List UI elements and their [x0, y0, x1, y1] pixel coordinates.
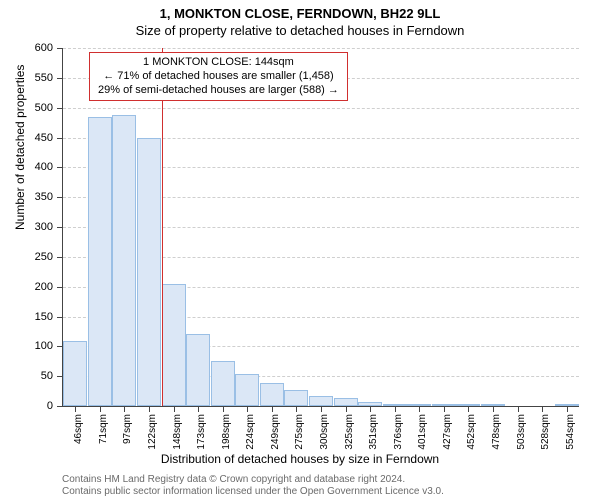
x-tick: [346, 406, 347, 412]
x-tick: [567, 406, 568, 412]
histogram-bar: [235, 374, 259, 406]
y-tick-label: 350: [35, 191, 63, 203]
title-main: 1, MONKTON CLOSE, FERNDOWN, BH22 9LL: [0, 6, 600, 21]
y-tick-label: 500: [35, 102, 63, 114]
footer-line-0: Contains HM Land Registry data © Crown c…: [62, 474, 444, 486]
callout-line-1: ← 71% of detached houses are smaller (1,…: [98, 70, 339, 84]
x-tick: [272, 406, 273, 412]
x-tick-label: 249sqm: [270, 414, 281, 450]
x-tick: [247, 406, 248, 412]
y-tick-label: 400: [35, 161, 63, 173]
x-tick: [419, 406, 420, 412]
histogram-bar: [186, 334, 210, 406]
x-tick-label: 71sqm: [98, 414, 109, 444]
title-sub: Size of property relative to detached ho…: [0, 23, 600, 38]
y-tick-label: 550: [35, 72, 63, 84]
x-tick: [321, 406, 322, 412]
x-tick: [149, 406, 150, 412]
x-tick: [124, 406, 125, 412]
x-tick-label: 275sqm: [294, 414, 305, 450]
x-tick-label: 528sqm: [540, 414, 551, 450]
x-tick-label: 122sqm: [147, 414, 158, 450]
y-tick-label: 450: [35, 132, 63, 144]
callout-box: 1 MONKTON CLOSE: 144sqm ← 71% of detache…: [89, 52, 348, 101]
x-tick-label: 173sqm: [196, 414, 207, 450]
x-tick-label: 198sqm: [221, 414, 232, 450]
histogram-bar: [63, 341, 87, 406]
y-tick-label: 300: [35, 221, 63, 233]
callout-line-0: 1 MONKTON CLOSE: 144sqm: [98, 56, 339, 70]
y-tick-label: 100: [35, 340, 63, 352]
chart-container: 1, MONKTON CLOSE, FERNDOWN, BH22 9LL Siz…: [0, 0, 600, 500]
x-tick-label: 503sqm: [516, 414, 527, 450]
x-tick-label: 351sqm: [368, 414, 379, 450]
x-tick: [395, 406, 396, 412]
x-tick: [518, 406, 519, 412]
x-tick-label: 46sqm: [73, 414, 84, 444]
x-tick: [296, 406, 297, 412]
histogram-bar: [137, 138, 161, 407]
x-tick-label: 452sqm: [466, 414, 477, 450]
y-axis-title: Number of detached properties: [13, 65, 27, 230]
x-tick-label: 300sqm: [319, 414, 330, 450]
plot-area: 05010015020025030035040045050055060046sq…: [62, 48, 579, 407]
histogram-bar: [334, 398, 358, 406]
x-tick-label: 376sqm: [393, 414, 404, 450]
marker-line: [162, 48, 163, 406]
histogram-bar: [309, 396, 333, 406]
grid-line: [63, 108, 579, 109]
x-tick: [542, 406, 543, 412]
x-tick-label: 554sqm: [565, 414, 576, 450]
x-tick: [370, 406, 371, 412]
footer-text: Contains HM Land Registry data © Crown c…: [62, 474, 444, 498]
title-block: 1, MONKTON CLOSE, FERNDOWN, BH22 9LL Siz…: [0, 0, 600, 38]
x-tick: [100, 406, 101, 412]
x-tick-label: 325sqm: [344, 414, 355, 450]
x-tick: [198, 406, 199, 412]
histogram-bar: [88, 117, 112, 406]
x-tick-label: 427sqm: [442, 414, 453, 450]
y-tick-label: 600: [35, 42, 63, 54]
histogram-bar: [260, 383, 284, 406]
histogram-bar: [112, 115, 136, 406]
footer-line-1: Contains public sector information licen…: [62, 486, 444, 498]
x-tick-label: 478sqm: [491, 414, 502, 450]
histogram-bar: [162, 284, 186, 406]
x-tick-label: 148sqm: [172, 414, 183, 450]
x-tick-label: 401sqm: [417, 414, 428, 450]
grid-line: [63, 48, 579, 49]
y-tick-label: 250: [35, 251, 63, 263]
y-tick-label: 50: [41, 370, 63, 382]
x-tick-label: 97sqm: [122, 414, 133, 444]
x-tick: [444, 406, 445, 412]
x-tick: [493, 406, 494, 412]
x-tick: [223, 406, 224, 412]
histogram-bar: [284, 390, 308, 406]
y-tick-label: 0: [47, 400, 63, 412]
x-tick-label: 224sqm: [245, 414, 256, 450]
x-tick: [174, 406, 175, 412]
x-axis-title: Distribution of detached houses by size …: [0, 452, 600, 466]
x-tick: [75, 406, 76, 412]
y-tick-label: 150: [35, 311, 63, 323]
callout-line-2: 29% of semi-detached houses are larger (…: [98, 84, 339, 98]
x-tick: [468, 406, 469, 412]
y-tick-label: 200: [35, 281, 63, 293]
histogram-bar: [211, 361, 235, 406]
